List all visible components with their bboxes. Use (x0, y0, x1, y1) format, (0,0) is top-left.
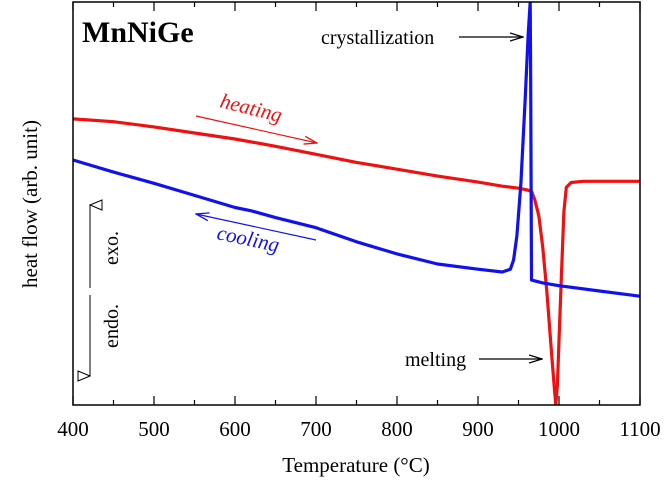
melting-label: melting (405, 349, 466, 371)
melting-annotation: melting (405, 349, 542, 371)
series-layer (73, 2, 641, 405)
cooling-annotation: cooling (196, 214, 317, 257)
series-line-cooling (73, 2, 641, 298)
x-axis-title: Temperature (°C) (282, 453, 429, 477)
exo-label: exo. (101, 231, 123, 265)
crystallization-label: crystallization (321, 27, 434, 49)
x-tick-label-500: 500 (138, 417, 170, 441)
heating-arrow (195, 115, 317, 143)
x-tick-label-1000: 1000 (538, 417, 580, 441)
cooling-arrow (196, 214, 317, 241)
x-tick-label-800: 800 (381, 417, 413, 441)
plot-frame (72, 1, 641, 406)
x-tick-label-1100: 1100 (619, 417, 660, 441)
endo-label: endo. (101, 304, 123, 348)
x-tick-label-400: 400 (57, 417, 89, 441)
exo-endo-indicator: exo. endo. (90, 205, 123, 376)
x-tick-label-900: 900 (462, 417, 494, 441)
series-line-heating (73, 117, 640, 405)
x-tick-label-700: 700 (300, 417, 332, 441)
heating-label: heating (218, 89, 285, 128)
x-tick-label-600: 600 (219, 417, 251, 441)
x-ticks: 400 500 600 700 800 900 1000 1100 (57, 2, 661, 441)
y-axis-title: heat flow (arb. unit) (18, 120, 42, 288)
chart-title: MnNiGe (82, 16, 194, 49)
crystallization-annotation: crystallization (321, 27, 523, 49)
